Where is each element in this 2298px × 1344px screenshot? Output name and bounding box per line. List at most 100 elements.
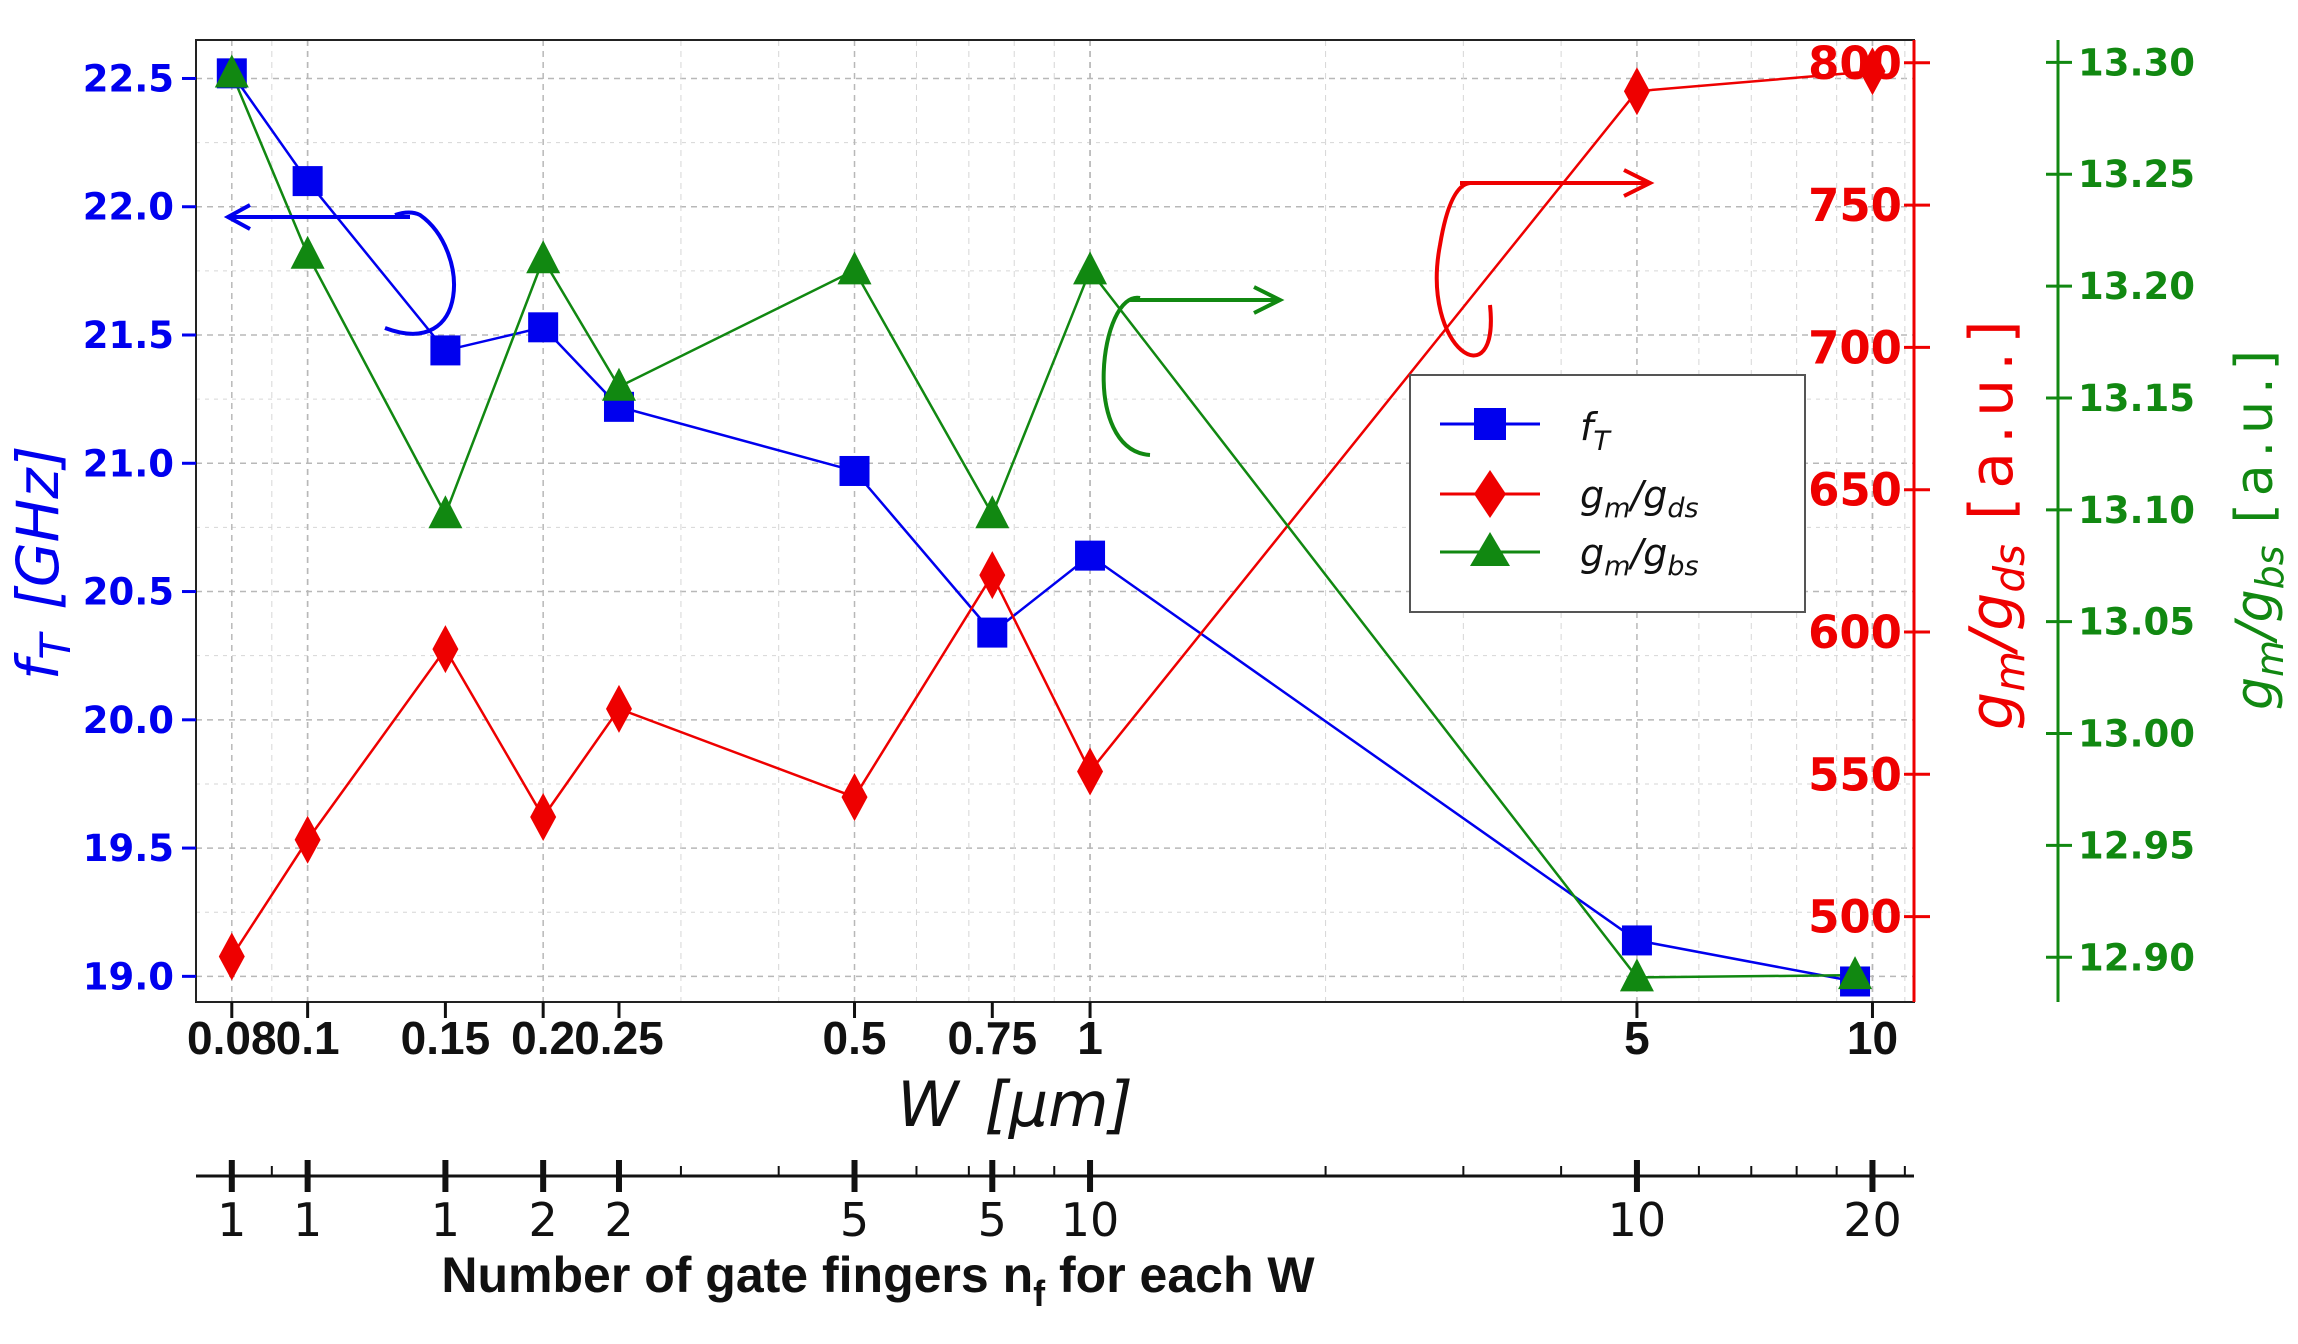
legend-gmgbs-m: m [1604,551,1630,582]
data-point-diamond [1077,747,1104,796]
nf-tick-label: 10 [1061,1193,1120,1247]
data-point-diamond [1859,47,1886,96]
right2-label-bs: bs [2248,546,2292,590]
nf-tick-label: 1 [217,1193,246,1247]
series-line-2 [230,73,1856,979]
left-y-label: fT[GHz] [4,446,80,680]
legend: fT gm/gds gm/gbs [1409,374,1806,613]
data-point-diamond [530,793,557,841]
plot-grid [196,40,1914,1002]
data-point-triangle [1073,251,1108,285]
legend-gmgbs-g: g [1580,531,1604,575]
left-y-tick-label: 22.5 [83,57,174,100]
blue-arrow-annotation [223,203,456,336]
nf-tick-label: 2 [529,1193,558,1247]
x-axis-label: W [μm] [897,1068,1133,1141]
right2-y-label: gm/gbs [a.u.] [2225,343,2292,710]
legend-item-ft: fT [1440,405,1612,457]
right2-y-tick-label: 13.10 [2078,489,2195,532]
right1-label-slash: /g [1957,593,2027,656]
data-point-diamond [605,684,632,733]
right1-y-tick-label: 700 [1808,321,1902,374]
svg-text:gm/gds: gm/gds [1580,473,1699,524]
legend-diamond-marker [1474,470,1506,518]
right2-label-slash: /g [2225,589,2285,644]
data-point-diamond [979,551,1006,600]
right1-y-tick-label: 550 [1808,748,1902,801]
red-arrow-annotation [1434,168,1655,358]
nf-tick-label: 1 [293,1193,322,1247]
data-point-square [977,617,1008,648]
legend-ft-sub: T [1593,426,1612,457]
legend-item-gmgbs: gm/gbs [1440,531,1699,582]
series-line-0 [230,72,1856,983]
right2-label-unit: [a.u.] [2225,343,2285,523]
right2-y-tick-label: 12.95 [2078,824,2195,867]
data-point-square [1075,540,1106,571]
left-y-tick-label: 20.5 [83,571,174,614]
nf-title-sub: f [1033,1273,1046,1314]
right1-label-unit: [a.u.] [1957,312,2027,520]
nf-title-suffix: for each W [1045,1247,1315,1303]
x-tick-label: 0.5 [823,1012,887,1064]
legend-triangle-marker [1470,532,1510,566]
data-point-triangle [526,240,561,274]
right2-y-tick-label: 13.30 [2078,41,2195,84]
right1-y-tick-label: 650 [1808,464,1902,517]
right2-y-tick-label: 13.05 [2078,601,2195,644]
right2-y-tick-label: 13.15 [2078,377,2195,420]
right1-label-ds: ds [1985,544,2034,593]
x-tick-label: 1 [1077,1012,1103,1064]
nf-tick-label: 10 [1608,1193,1667,1247]
nf-axis-title: Number of gate fingers nf for each W [441,1247,1315,1314]
left-y-tick-label: 19.5 [83,827,174,870]
right2-y-tick-label: 12.90 [2078,936,2195,979]
x-tick-label: 0.15 [401,1012,491,1064]
right1-y-label: gm/gds [a.u.] [1957,312,2034,730]
nf-tick-label: 5 [978,1193,1007,1247]
svg-text:gm/gbs: gm/gbs [1580,531,1699,582]
nf-tick-label: 20 [1843,1193,1902,1247]
legend-item-gmgds: gm/gds [1440,470,1699,524]
x-axis-label-var: W [897,1068,961,1141]
data-point-square [839,455,870,486]
left-y-label-unit: [GHz] [4,446,72,610]
left-y-tick-label: 21.5 [83,314,174,357]
legend-gmgds-m: m [1604,493,1630,524]
series-line-1 [230,70,1873,958]
data-point-triangle [1838,956,1873,990]
nf-ticks: 1 1 1 2 2 5 5 10 10 20 [217,1160,1906,1247]
data-point-diamond [294,815,321,864]
right2-y-tick-label: 13.00 [2078,713,2195,756]
data-point-square [528,312,559,343]
data-point-triangle [975,495,1010,529]
legend-gmgbs-slash: /g [1627,531,1667,575]
nf-tick-label: 5 [840,1193,869,1247]
data-point-diamond [1623,67,1650,116]
data-point-diamond [841,773,868,822]
x-tick-label: 0.2 [511,1012,575,1064]
data-point-square [1621,925,1652,956]
nf-title-prefix: Number of gate fingers n [441,1247,1033,1303]
series-layer [230,70,1873,983]
green-arrow-annotation [1101,285,1285,457]
data-point-triangle [601,367,636,401]
x-axis-label-unit: [μm] [985,1068,1133,1141]
x-tick-label: 0.08 [187,1012,277,1064]
data-point-diamond [218,932,245,981]
right1-y-ticks: 500 550 600 650 700 750 800 [1808,37,1930,944]
marker-layer [214,47,1886,997]
legend-gmgds-ds: ds [1667,493,1698,524]
right1-y-tick-label: 500 [1808,891,1902,944]
legend-square-marker [1474,408,1506,440]
left-y-tick-label: 21.0 [83,442,174,485]
data-point-triangle [1619,958,1654,992]
legend-gmgds-g: g [1580,473,1604,517]
left-y-ticks: 19.0 19.5 20.0 20.5 21.0 21.5 22.0 22.5 [83,57,196,998]
nf-tick-label: 2 [604,1193,633,1247]
right2-y-tick-label: 13.20 [2078,265,2195,308]
data-point-triangle [214,54,249,88]
left-y-tick-label: 22.0 [83,186,174,229]
right2-y-tick-label: 13.25 [2078,153,2195,196]
